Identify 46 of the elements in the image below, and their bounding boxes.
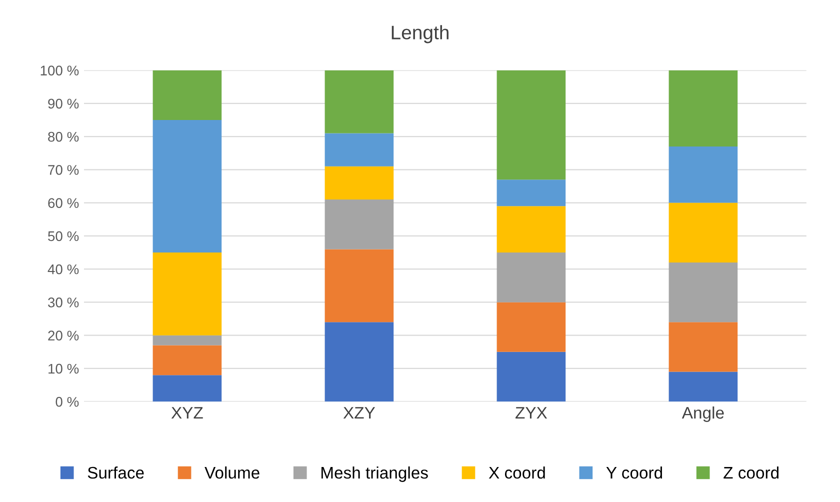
legend-label: Surface	[88, 466, 144, 479]
bar	[152, 335, 222, 346]
y-tick-label: 60 %	[48, 198, 79, 208]
bar	[152, 252, 222, 336]
bar	[496, 206, 566, 253]
bar	[152, 70, 222, 120]
legend-label: Z coord	[724, 466, 779, 479]
y-tick-label: 10 %	[48, 364, 79, 374]
bar	[496, 252, 566, 302]
bar	[496, 70, 566, 180]
bar	[324, 322, 394, 402]
x-tick-label: XZY	[343, 407, 376, 419]
bar	[668, 322, 738, 372]
legend-label: Y coord	[606, 466, 662, 479]
y-tick-label: 100 %	[40, 66, 79, 76]
bar	[324, 70, 394, 134]
bar	[152, 120, 222, 253]
x-tick-label: Angle	[682, 406, 724, 422]
y-tick-label: 20 %	[48, 330, 79, 341]
bar	[496, 302, 566, 352]
legend-label: Volume	[204, 466, 260, 479]
bar	[324, 249, 394, 322]
y-tick-label: 70 %	[48, 165, 79, 175]
bar	[668, 372, 738, 402]
bar	[668, 70, 738, 146]
bar	[324, 199, 394, 250]
chart-title: Length	[392, 25, 448, 44]
legend-label: X coord	[488, 466, 545, 479]
bar	[668, 202, 738, 262]
x-tick-label: XYZ	[171, 407, 203, 419]
y-tick-label: 80 %	[48, 132, 79, 142]
bar	[152, 345, 222, 376]
bar	[324, 166, 394, 200]
y-tick-label: 50 %	[48, 231, 79, 242]
bar	[152, 375, 222, 402]
y-tick-label: 30 %	[48, 298, 79, 308]
y-tick-label: 90 %	[48, 98, 79, 109]
bar	[668, 146, 738, 203]
bar	[324, 133, 394, 166]
legend-label: Mesh triangles	[321, 466, 428, 482]
bar	[496, 180, 566, 206]
bar	[668, 262, 738, 322]
x-tick-label: ZYX	[516, 407, 548, 419]
y-tick-label: 0 %	[56, 396, 79, 407]
y-tick-label: 40 %	[48, 264, 79, 274]
bar	[496, 352, 566, 402]
